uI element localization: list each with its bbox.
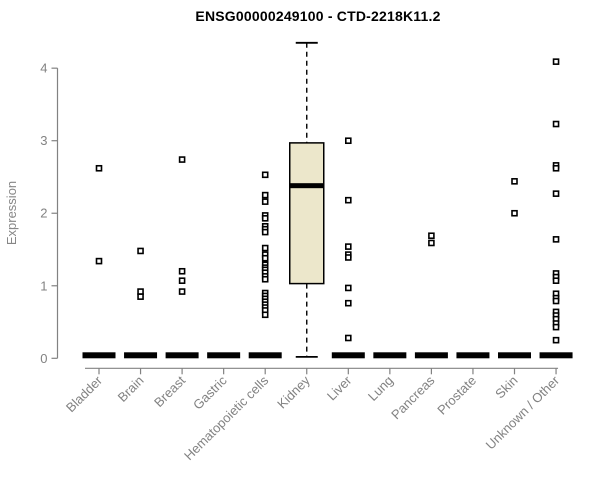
data-point (178, 156, 186, 163)
x-tick-label: Lung (365, 373, 396, 404)
y-tick-label: 1 (40, 278, 47, 293)
x-tick-label: Breast (151, 373, 188, 410)
x-tick-label: Liver (324, 372, 355, 403)
x-tick-label: Kidney (274, 372, 313, 411)
zero-expression-bar (165, 352, 199, 359)
zero-expression-bar (456, 352, 490, 359)
data-point (552, 120, 560, 128)
x-tick-label: Skin (492, 373, 520, 401)
zero-expression-bar (539, 352, 573, 359)
data-point (261, 254, 269, 262)
y-tick-label: 0 (40, 351, 47, 366)
data-point (261, 191, 269, 199)
data-point (261, 244, 269, 252)
data-point (344, 254, 352, 261)
data-point (137, 247, 144, 255)
data-point (344, 284, 352, 292)
data-point (552, 277, 560, 284)
data-point (344, 196, 352, 204)
data-point (344, 334, 352, 342)
x-tick-label: Gastric (190, 372, 230, 412)
zero-expression-bar (82, 352, 116, 359)
data-point (552, 58, 560, 65)
data-point (552, 336, 560, 344)
zero-expression-bar (373, 352, 407, 359)
data-point (178, 277, 186, 284)
zero-expression-bar (498, 352, 531, 359)
y-tick-label: 2 (40, 206, 47, 221)
data-point (95, 164, 103, 172)
data-point (261, 198, 269, 205)
data-point (261, 228, 269, 236)
data-point (178, 288, 186, 295)
zero-expression-bar (124, 352, 158, 359)
x-tick-label: Brain (115, 373, 147, 405)
y-tick-label: 3 (40, 133, 47, 148)
chart-title: ENSG00000249100 - CTD-2218K11.2 (195, 8, 441, 24)
data-point (552, 323, 560, 331)
data-point (344, 137, 352, 145)
x-tick-label: Prostate (434, 373, 479, 418)
data-point (552, 297, 560, 305)
data-point (344, 243, 352, 250)
data-point (344, 299, 352, 307)
data-point (137, 288, 144, 295)
data-point (95, 257, 103, 265)
y-tick-label: 4 (40, 61, 47, 76)
zero-expression-bar (331, 352, 365, 359)
data-point (552, 164, 560, 172)
data-point (261, 215, 269, 222)
x-tick-label: Bladder (63, 372, 106, 415)
zero-expression-bar (207, 352, 241, 359)
data-point (261, 275, 269, 283)
data-point (261, 311, 269, 319)
data-point (137, 293, 144, 300)
data-point (552, 190, 560, 197)
data-point (261, 171, 269, 179)
data-point (428, 239, 435, 247)
data-point (178, 267, 186, 275)
data-point (511, 178, 518, 185)
x-tick-label: Unknown / Other (483, 372, 563, 452)
box-median-line (289, 183, 324, 189)
data-point (428, 232, 435, 240)
zero-expression-bar (414, 352, 448, 359)
x-tick-label: Pancreas (388, 372, 438, 422)
box-iqr-rect (289, 142, 325, 285)
zero-expression-bar (248, 352, 282, 359)
data-point (552, 236, 560, 243)
data-point (511, 209, 518, 217)
